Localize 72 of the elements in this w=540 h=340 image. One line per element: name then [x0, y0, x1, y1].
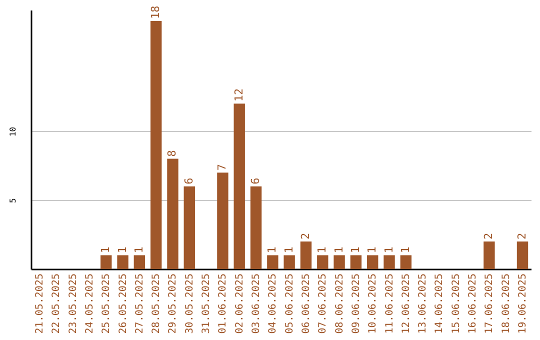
bar — [350, 255, 362, 269]
x-tick-label: 11.06.2025 — [384, 274, 396, 334]
data-label: 1 — [266, 246, 279, 254]
x-tick-label: 31.05.2025 — [201, 274, 212, 334]
x-tick-label: 21.05.2025 — [34, 274, 46, 334]
bar — [334, 255, 345, 269]
data-label: 12 — [232, 88, 246, 102]
data-label: 18 — [149, 6, 162, 20]
x-tick-label: 13.06.2025 — [418, 274, 429, 334]
data-label: 6 — [182, 178, 196, 184]
bar — [284, 255, 295, 269]
bar — [167, 158, 178, 269]
data-label: 8 — [166, 150, 179, 157]
x-tick-label: 22.05.2025 — [51, 274, 62, 334]
data-label: 7 — [216, 164, 229, 171]
bar — [367, 255, 378, 269]
x-tick-label: 14.06.2025 — [434, 274, 446, 334]
x-tick-label: 17.06.2025 — [484, 274, 496, 334]
data-label: 2 — [298, 232, 312, 240]
bar — [516, 241, 528, 269]
x-tick-label: 06.06.2025 — [300, 274, 312, 334]
data-label: 1 — [366, 246, 379, 254]
x-tick-label: 03.06.2025 — [251, 274, 262, 334]
x-tick-label: 28.05.2025 — [151, 274, 162, 334]
data-label: 1 — [348, 246, 362, 254]
x-tick-label: 01.06.2025 — [218, 274, 229, 334]
bar — [400, 255, 412, 269]
y-tick-label: 5 — [8, 198, 18, 204]
bar — [100, 255, 112, 269]
x-tick-label: 18.06.2025 — [500, 274, 512, 334]
data-label: 1 — [398, 246, 412, 254]
data-label: 1 — [116, 246, 129, 254]
x-tick-label: 25.05.2025 — [101, 274, 112, 334]
bar — [384, 255, 395, 269]
x-tick-label: 09.06.2025 — [350, 274, 362, 334]
bar — [134, 255, 146, 269]
data-label: 1 — [316, 246, 329, 254]
bar — [217, 172, 228, 269]
bar — [117, 255, 128, 269]
data-label: 1 — [282, 246, 296, 254]
x-tick-label: 05.06.2025 — [284, 274, 296, 334]
bar — [150, 21, 162, 269]
bar — [484, 241, 495, 269]
data-label: 1 — [99, 246, 112, 254]
x-tick-label: 29.05.2025 — [168, 274, 179, 334]
x-tick-label: 10.06.2025 — [368, 274, 379, 334]
bar — [317, 255, 328, 269]
x-tick-label: 26.05.2025 — [118, 274, 129, 334]
data-label: 2 — [516, 232, 529, 240]
x-tick-label: 24.05.2025 — [84, 274, 96, 334]
data-label: 2 — [482, 232, 496, 240]
data-label: 1 — [332, 246, 346, 254]
x-tick-label: 23.05.2025 — [68, 274, 79, 334]
x-tick-label: 08.06.2025 — [334, 274, 346, 334]
bar — [300, 241, 312, 269]
x-tick-label: 07.06.2025 — [318, 274, 329, 334]
x-tick-label: 27.05.2025 — [134, 274, 146, 334]
x-tick-label: 19.06.2025 — [518, 274, 529, 334]
x-tick-label: 04.06.2025 — [268, 274, 279, 334]
x-tick-label: 16.06.2025 — [468, 274, 479, 334]
x-tick-label: 30.05.2025 — [184, 274, 196, 334]
x-tick-label: 15.06.2025 — [450, 274, 462, 334]
x-tick-label: 12.06.2025 — [400, 274, 412, 334]
data-label: 6 — [249, 178, 262, 184]
bar — [184, 186, 195, 269]
y-tick-label: 10 — [8, 126, 18, 137]
x-tick-label: 02.06.2025 — [234, 274, 246, 334]
bar — [250, 186, 262, 269]
bar — [267, 255, 278, 269]
data-label: 1 — [132, 246, 146, 254]
bar — [234, 104, 245, 269]
data-label: 1 — [382, 246, 396, 254]
